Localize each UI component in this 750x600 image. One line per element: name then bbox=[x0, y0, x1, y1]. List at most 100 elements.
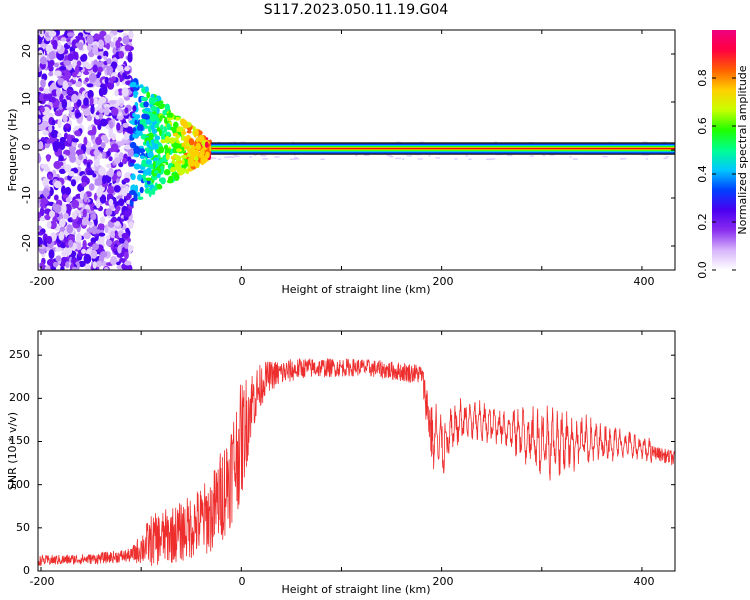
heatmap-cell bbox=[86, 161, 91, 169]
spectrogram-ytick-label: 10 bbox=[20, 92, 33, 106]
heatmap-cell bbox=[72, 138, 79, 143]
heatmap-cell bbox=[145, 177, 153, 181]
heatmap-cell bbox=[84, 30, 93, 33]
heatmap-cell bbox=[78, 42, 84, 51]
heatmap-cell bbox=[116, 30, 124, 33]
heatmap-cell bbox=[101, 261, 108, 267]
heatmap-cell bbox=[106, 185, 115, 195]
heatmap-cell bbox=[39, 216, 47, 222]
heatmap-cell bbox=[60, 266, 65, 270]
heatmap-cell bbox=[45, 44, 53, 53]
snr-series-line bbox=[38, 358, 675, 566]
heatmap-cell bbox=[234, 155, 240, 157]
heatmap-cell bbox=[48, 30, 57, 37]
heatmap-cell bbox=[74, 130, 81, 137]
snr-xtick-label: -200 bbox=[30, 575, 55, 588]
heatmap-cell bbox=[103, 55, 108, 61]
heatmap-cell bbox=[94, 181, 102, 186]
heatmap-cell bbox=[117, 245, 122, 254]
heatmap-cell bbox=[181, 158, 185, 165]
heatmap-cell bbox=[100, 142, 106, 149]
heatmap-cell bbox=[57, 52, 65, 61]
heatmap-cell bbox=[42, 130, 49, 136]
heatmap-cell bbox=[52, 141, 60, 150]
heatmap-cell bbox=[67, 134, 72, 144]
heatmap-cell bbox=[67, 32, 75, 37]
heatmap-cell bbox=[645, 158, 648, 160]
heatmap-cell bbox=[211, 148, 675, 150]
heatmap-cell bbox=[121, 187, 128, 197]
heatmap-cell bbox=[151, 187, 156, 195]
heatmap-cell bbox=[76, 60, 82, 67]
heatmap-cell bbox=[110, 218, 117, 223]
heatmap-cell bbox=[113, 157, 121, 164]
heatmap-cell bbox=[62, 80, 69, 91]
heatmap-cell bbox=[87, 169, 95, 176]
heatmap-cell bbox=[141, 159, 148, 168]
heatmap-cell bbox=[82, 208, 87, 218]
spectrogram-heatmap bbox=[38, 30, 675, 270]
snr-ytick-label: 50 bbox=[16, 521, 30, 534]
heatmap-cell bbox=[141, 97, 148, 102]
heatmap-cell bbox=[78, 154, 83, 161]
heatmap-cell bbox=[153, 114, 158, 121]
heatmap-cell bbox=[144, 147, 149, 152]
heatmap-cell bbox=[71, 266, 78, 270]
heatmap-cell bbox=[38, 225, 42, 231]
heatmap-cell bbox=[64, 71, 72, 80]
heatmap-cell bbox=[81, 181, 87, 187]
heatmap-cell bbox=[364, 154, 370, 156]
heatmap-cell bbox=[133, 153, 140, 158]
snr-xtick-label: 0 bbox=[239, 575, 246, 588]
heatmap-cell bbox=[75, 112, 82, 118]
snr-ytick-label: 200 bbox=[9, 391, 30, 404]
heatmap-cell bbox=[43, 88, 50, 94]
heatmap-cell bbox=[130, 173, 136, 181]
heatmap-cell bbox=[84, 262, 91, 270]
heatmap-cell bbox=[86, 34, 94, 45]
heatmap-cell bbox=[162, 109, 167, 116]
heatmap-cell bbox=[419, 141, 424, 143]
heatmap-cell bbox=[62, 114, 68, 123]
heatmap-cell bbox=[63, 212, 69, 220]
heatmap-cell bbox=[39, 262, 45, 270]
heatmap-cell bbox=[217, 158, 221, 160]
heatmap-cell bbox=[71, 93, 78, 104]
heatmap-cell bbox=[55, 255, 61, 262]
heatmap-cell bbox=[118, 98, 124, 104]
heatmap-cell bbox=[193, 130, 197, 138]
colorbar: 0.0 0.2 0.4 0.6 0.8 Normalized spectral … bbox=[696, 30, 749, 279]
heatmap-cell bbox=[227, 156, 233, 158]
heatmap-cell bbox=[48, 124, 53, 133]
heatmap-cell bbox=[428, 154, 431, 157]
colorbar-tick-label: 0.8 bbox=[696, 69, 709, 87]
heatmap-cell bbox=[44, 265, 50, 270]
heatmap-cell bbox=[98, 166, 106, 176]
heatmap-cell bbox=[165, 152, 170, 160]
heatmap-cell bbox=[118, 237, 125, 244]
heatmap-cell bbox=[102, 175, 107, 185]
heatmap-cell bbox=[144, 86, 149, 93]
heatmap-cell bbox=[200, 148, 205, 156]
snr-line bbox=[38, 358, 675, 566]
heatmap-cell bbox=[116, 65, 124, 72]
heatmap-cell bbox=[48, 71, 54, 77]
heatmap-cell bbox=[160, 139, 167, 144]
heatmap-cell bbox=[97, 55, 102, 60]
snr-ylabel: SNR (10 * v/v) bbox=[6, 412, 19, 490]
heatmap-cell bbox=[354, 154, 358, 157]
heatmap-cell bbox=[137, 196, 144, 200]
heatmap-cell bbox=[110, 230, 116, 239]
figure-title: S117.2023.050.11.19.G04 bbox=[264, 2, 449, 18]
heatmap-cell bbox=[201, 140, 206, 147]
heatmap-cell bbox=[146, 91, 151, 99]
heatmap-cell bbox=[59, 168, 66, 174]
heatmap-cell bbox=[61, 99, 68, 109]
heatmap-cell bbox=[294, 157, 298, 159]
heatmap-cell bbox=[92, 243, 99, 251]
heatmap-cell bbox=[110, 61, 118, 70]
heatmap-cell bbox=[186, 153, 192, 158]
spectrogram-ytick-label: -20 bbox=[20, 234, 33, 252]
heatmap-cell bbox=[401, 158, 405, 160]
heatmap-cell bbox=[150, 105, 157, 112]
